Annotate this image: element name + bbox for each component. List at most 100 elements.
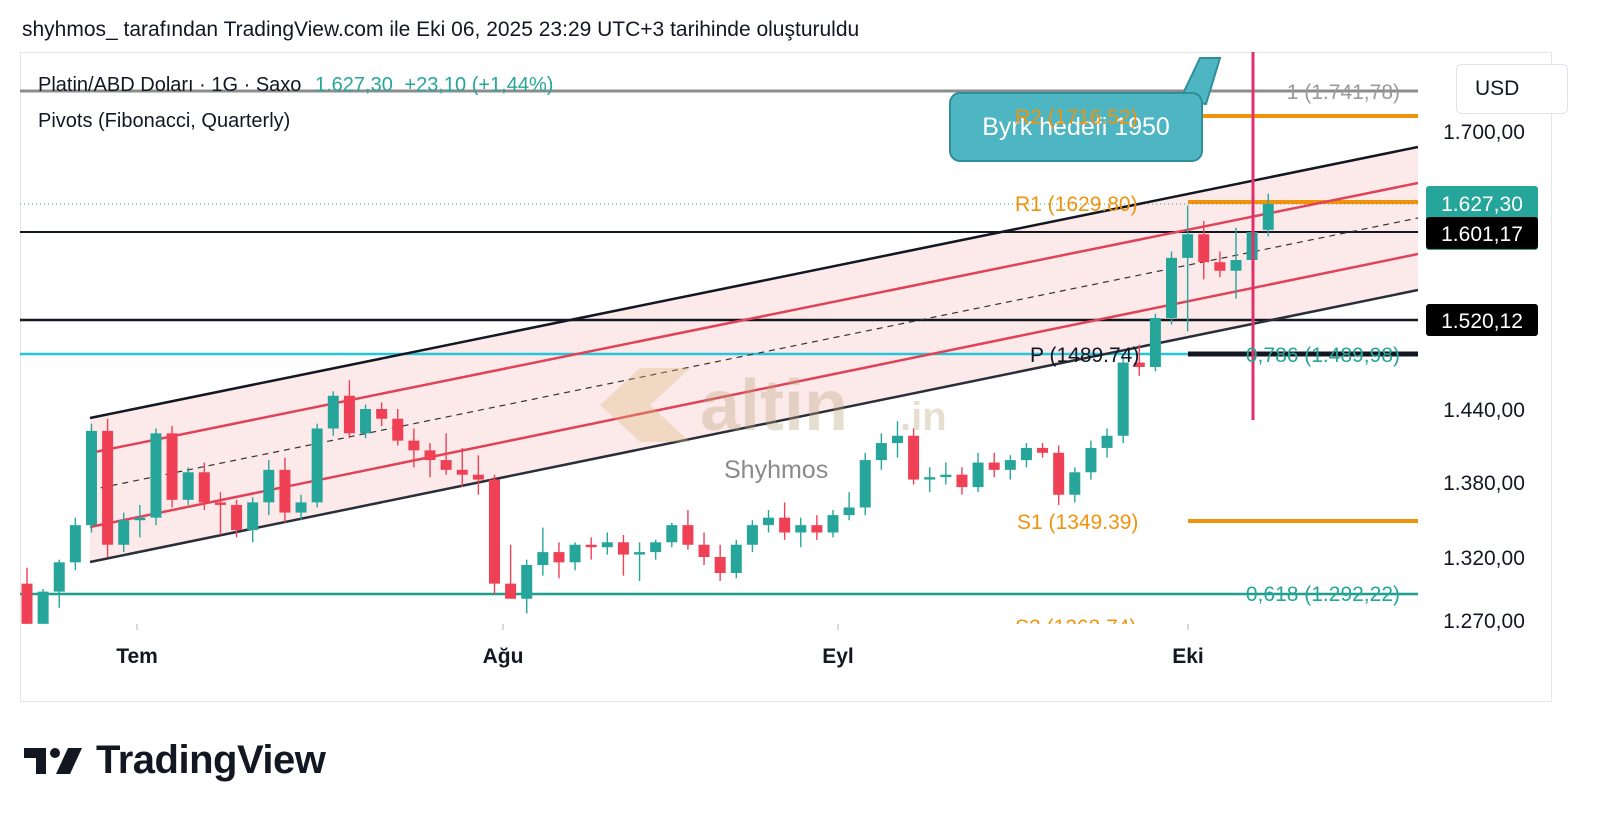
candle [392,409,404,446]
candle-body [1182,234,1194,258]
candle [730,539,742,579]
y-tick-3: 1.320,00 [1443,547,1525,570]
candle-body [698,544,710,557]
regression-mid-line [89,217,1418,491]
candle [118,512,130,553]
candle [956,467,968,495]
candle-body [182,472,194,500]
candle [311,423,323,508]
candle-body [263,469,275,503]
candle [650,539,662,560]
x-tick-1: Ağu [483,645,524,668]
symbol-legend[interactable]: Platin/ABD Doları · 1G · Saxo 1.627,30 +… [38,74,553,97]
candle-body [795,525,807,533]
level-label-0786: 0,786 (1.489,98) [1246,344,1400,367]
candle-body [327,395,339,429]
candle-body [811,525,823,533]
indicator-legend[interactable]: Pivots (Fibonacci, Quarterly) [38,110,291,132]
candle [891,421,903,458]
x-tick-2: Eyl [822,645,854,668]
candle [1214,251,1226,278]
candle [327,391,339,436]
candle-body [1053,452,1065,495]
candle [811,515,823,540]
candle [376,402,388,427]
candle [569,542,581,571]
candle-body [1004,460,1016,470]
candle [231,499,243,538]
price-badge-2[interactable]: 1.520,12 [1426,304,1538,336]
candle-body [956,474,968,488]
candle [360,404,372,439]
candle-body [908,435,920,480]
candle [521,559,533,614]
candle [472,455,484,495]
candle-body [1101,435,1113,448]
y-tick-2: 1.380,00 [1443,472,1525,495]
candle [295,494,307,521]
candle-body [134,517,146,521]
candle-body [940,474,952,478]
candle-body [488,479,500,584]
candle-body [1037,447,1049,453]
candle [859,452,871,516]
candle-body [37,591,49,624]
candle [424,443,436,478]
candle-body [601,542,613,548]
candle-body [1020,447,1032,461]
candle [150,428,162,526]
price-change: +23,10 (+1,44%) [404,74,554,96]
candle [1053,445,1065,505]
regression-upper-line [89,181,1418,455]
candle-body [521,564,533,599]
candle-body [295,502,307,513]
candle [682,510,694,550]
candle-body [666,525,678,543]
candle [1182,205,1194,332]
candle [488,474,500,595]
candle [456,447,468,488]
watermark-suffix: .in [900,395,947,439]
candle-body [166,433,178,500]
candle [1230,227,1242,299]
candle [601,532,613,555]
candle-body [730,544,742,573]
candle-body [875,443,887,461]
candle [553,542,565,579]
price-badge-1[interactable]: 1.601,17 [1426,217,1538,249]
candle [69,517,81,571]
candle-body [585,544,597,548]
candle-body [360,409,372,434]
candle-body [1085,447,1097,473]
candle [972,452,984,493]
candle-body [85,430,97,526]
currency-selector[interactable]: USD [1456,64,1568,114]
candle-body [1230,260,1242,271]
current-price-label: 1.627,30 [1441,193,1523,216]
y-tick-1: 1.440,00 [1443,399,1525,422]
y-tick-4: 1.270,00 [1443,610,1525,633]
candle [182,467,194,505]
level-label-s2: S2 (1262.74) [1015,616,1136,639]
candle-body [746,525,758,545]
candle-body [392,418,404,441]
tradingview-wordmark: TradingView [96,738,326,782]
level-label-1: 1 (1.741,78) [1287,81,1400,104]
tradingview-logo-icon [24,747,82,774]
candle [134,504,146,538]
candle [666,522,678,548]
candle-body [408,440,420,451]
candle-body [1069,472,1081,495]
candle-body [634,552,646,555]
candle-body [456,469,468,475]
candle [1149,313,1161,372]
candle [634,542,646,581]
candle [37,588,49,624]
candle-body [424,450,436,461]
candle [53,559,65,608]
candle-body [440,460,452,470]
candle [166,426,178,508]
candle-body [714,557,726,573]
candle [827,510,839,538]
